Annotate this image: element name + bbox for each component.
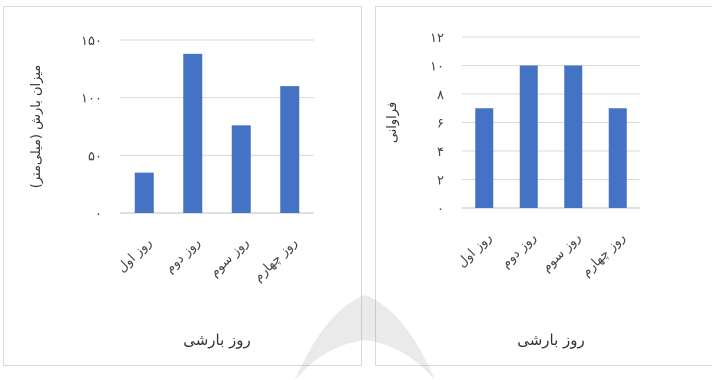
y-tick-label: ۲ (437, 174, 444, 189)
y-tick-label: ۱۲ (430, 31, 444, 46)
bar (183, 53, 203, 214)
y-tick-label: ۴ (437, 145, 444, 160)
y-tick-label: ۰ (437, 202, 444, 217)
y-axis-title: فراوانی (385, 102, 400, 143)
bar (475, 108, 494, 208)
y-tick-label: ۱۰۰ (81, 92, 102, 107)
category-label: روز چهارم (579, 230, 629, 280)
bar (608, 108, 627, 208)
y-tick-label: ۰ (95, 207, 102, 222)
bar (280, 86, 300, 213)
chart-figure: ۰ ۵۰ ۱۰۰ ۱۵۰ روز اول روز دوم روز سوم روز چهارم ر… (3, 6, 712, 380)
category-label: روز سوم (539, 230, 584, 275)
bar (134, 172, 154, 213)
y-tick-label: ۱۰ (430, 60, 444, 75)
bar (231, 125, 251, 213)
bar (564, 65, 583, 208)
x-axis-title: روز بارشی (517, 331, 585, 349)
y-tick-label: ۵۰ (88, 149, 102, 164)
bar (519, 65, 538, 208)
rainfall-amount-chart-panel (3, 6, 362, 366)
x-axis-title: روز بارشی (183, 331, 251, 349)
watermark-logo (295, 295, 435, 380)
y-axis-title: میزان بارش (میلی‌متر) (29, 65, 44, 188)
y-tick-label: ۶ (437, 117, 444, 132)
category-label: روز دوم (498, 230, 539, 271)
y-tick-label: ۱۵۰ (81, 34, 102, 49)
y-tick-label: ۸ (437, 88, 444, 103)
category-label: روز اول (455, 230, 496, 271)
